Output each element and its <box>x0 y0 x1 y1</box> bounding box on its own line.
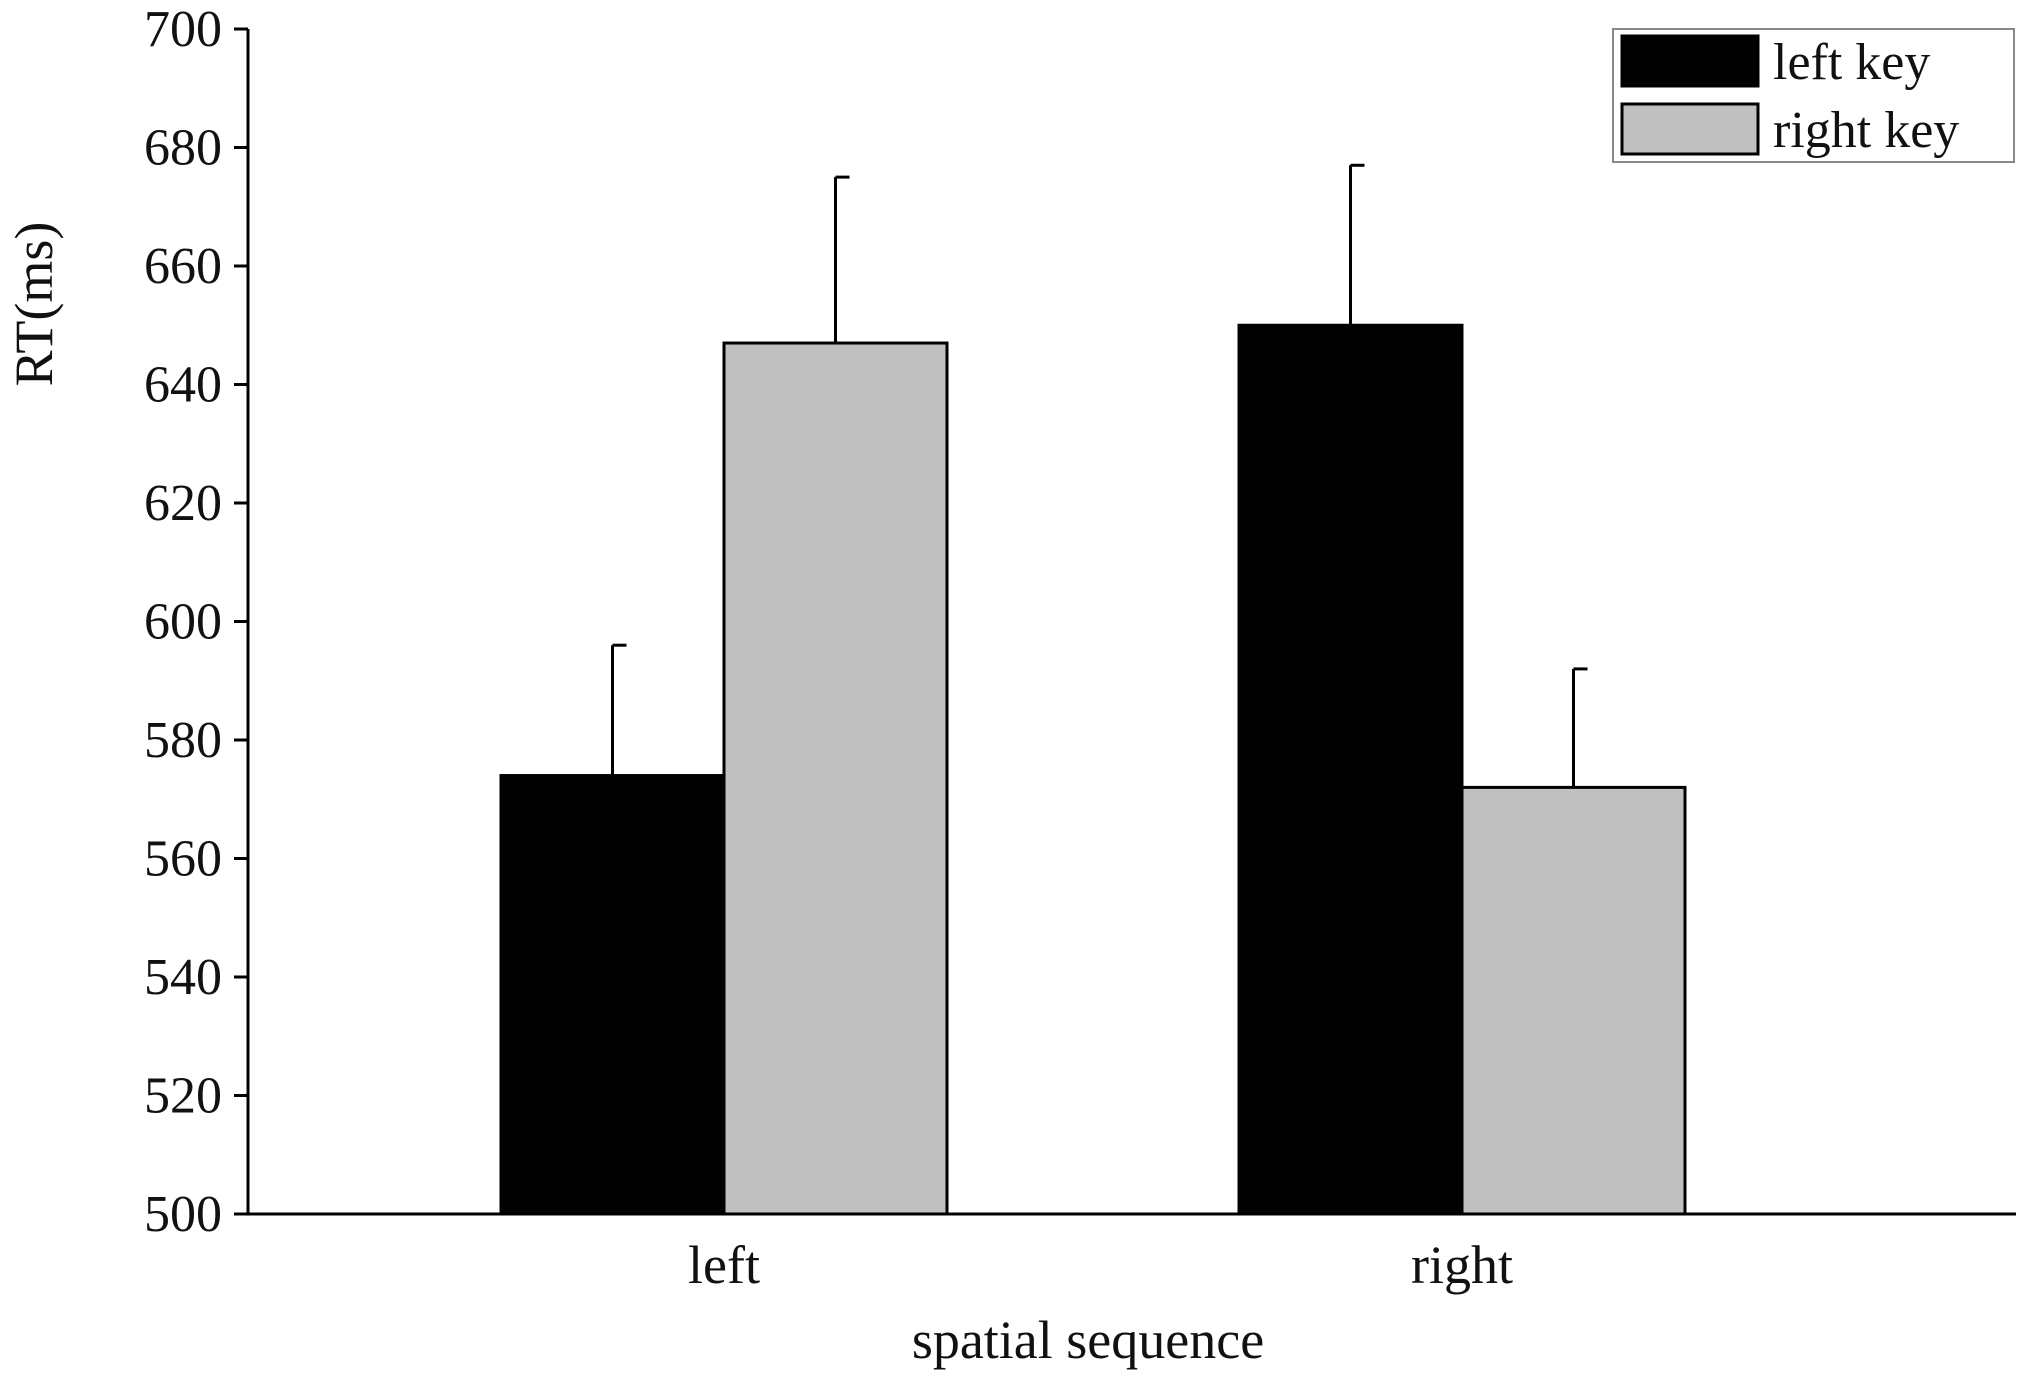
x-axis-title: spatial sequence <box>912 1310 1264 1370</box>
y-tick-label: 620 <box>144 475 222 532</box>
y-tick-label: 500 <box>144 1186 222 1243</box>
x-category-label: left <box>688 1235 760 1295</box>
bar-left-key-left <box>499 774 726 1216</box>
y-tick-label: 560 <box>144 831 222 888</box>
y-tick-label: 680 <box>144 120 222 177</box>
legend-swatch-right-key <box>1620 102 1760 156</box>
y-tick-label: 520 <box>144 1068 222 1125</box>
y-tick-label: 600 <box>144 594 222 651</box>
y-axis-ticks: 500 520 540 560 580 600 620 640 660 680 700 <box>144 1 248 1243</box>
bar-right-key-left <box>722 341 949 1216</box>
y-tick-label: 700 <box>144 1 222 58</box>
y-tick-label: 640 <box>144 357 222 414</box>
legend-label-right-key: right key <box>1773 102 1959 159</box>
legend-label-left-key: left key <box>1773 34 1930 91</box>
y-tick-label: 580 <box>144 712 222 769</box>
y-axis-title: RT(ms) <box>4 222 64 387</box>
bars <box>499 323 1687 1216</box>
axes <box>246 29 2016 1216</box>
bar-left-key-right <box>1237 323 1464 1216</box>
y-tick-label: 540 <box>144 949 222 1006</box>
x-category-label: right <box>1411 1235 1513 1295</box>
y-tick-label: 660 <box>144 238 222 295</box>
legend: left key right key <box>1612 28 2015 163</box>
legend-swatch-left-key <box>1620 34 1760 88</box>
x-axis-categories: left right <box>688 1235 1513 1295</box>
bar-right-key-right <box>1460 785 1687 1216</box>
error-bars <box>611 163 1588 788</box>
